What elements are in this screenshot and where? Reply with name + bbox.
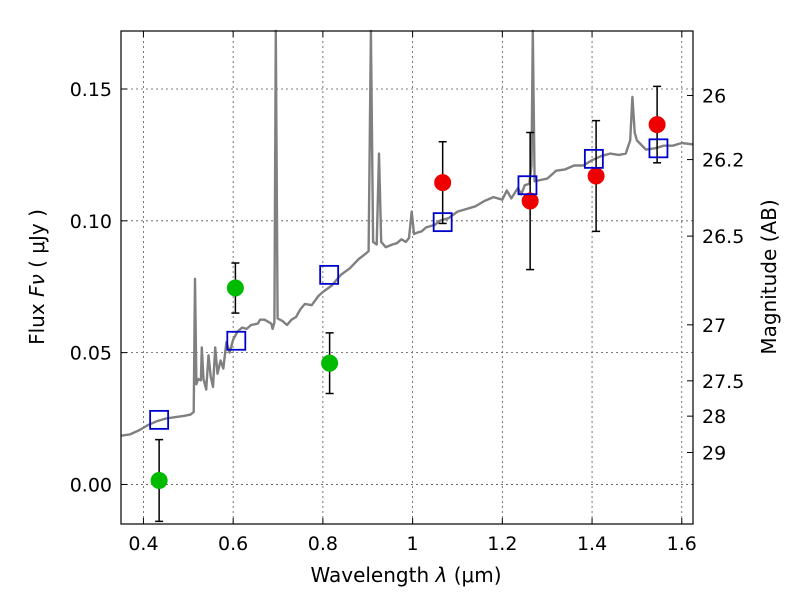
data-point xyxy=(587,167,605,185)
model-spectrum-line xyxy=(120,29,694,437)
x-axis-label: Wavelength λ (μm) xyxy=(310,563,501,587)
x-tick-label: 1.4 xyxy=(577,533,607,555)
tick-layer: 0.4 0.6 0.8 1 1.2 1.4 1.6 0.00 0.05 0.10 0.15 26 26.… xyxy=(70,31,744,555)
data-point xyxy=(150,472,168,489)
model-point xyxy=(583,148,604,169)
y-tick-label: 0.00 xyxy=(70,474,112,496)
magnitude-tick-label: 26.2 xyxy=(702,150,744,172)
magnitude-tick-label: 28 xyxy=(702,406,726,428)
data-point xyxy=(521,192,539,210)
model-point xyxy=(226,330,247,351)
magnitude-tick-label: 26.5 xyxy=(702,226,744,248)
y-tick-label: 0.05 xyxy=(70,343,112,365)
grid xyxy=(121,31,693,524)
x-tick-label: 1.2 xyxy=(487,533,517,555)
points-layer xyxy=(149,85,669,523)
data-point xyxy=(226,279,244,297)
magnitude-tick-label: 26 xyxy=(702,85,726,107)
data-point xyxy=(434,174,452,192)
x-tick-label: 0.8 xyxy=(308,533,338,555)
model-point xyxy=(149,409,170,430)
data-point xyxy=(321,354,339,372)
model-point xyxy=(648,138,669,159)
spectrum-layer xyxy=(120,29,694,437)
y2-axis-label: Magnitude (AB) xyxy=(757,199,781,354)
magnitude-tick-label: 29 xyxy=(702,443,726,465)
x-tick-label: 0.4 xyxy=(128,533,158,555)
x-tick-label: 1.6 xyxy=(667,533,697,555)
magnitude-tick-label: 27 xyxy=(702,315,726,337)
model-point xyxy=(319,264,340,285)
magnitude-tick-label: 27.5 xyxy=(702,371,744,393)
y-axis-label: Flux Fν ( μJy ) xyxy=(25,209,49,345)
model-point xyxy=(432,212,453,233)
data-point xyxy=(648,116,666,134)
y-tick-label: 0.15 xyxy=(70,79,112,101)
y-tick-label: 0.10 xyxy=(70,211,112,233)
plot-frame xyxy=(120,30,694,525)
model-point xyxy=(517,175,538,196)
x-tick-label: 1 xyxy=(407,533,419,555)
x-tick-label: 0.6 xyxy=(218,533,248,555)
